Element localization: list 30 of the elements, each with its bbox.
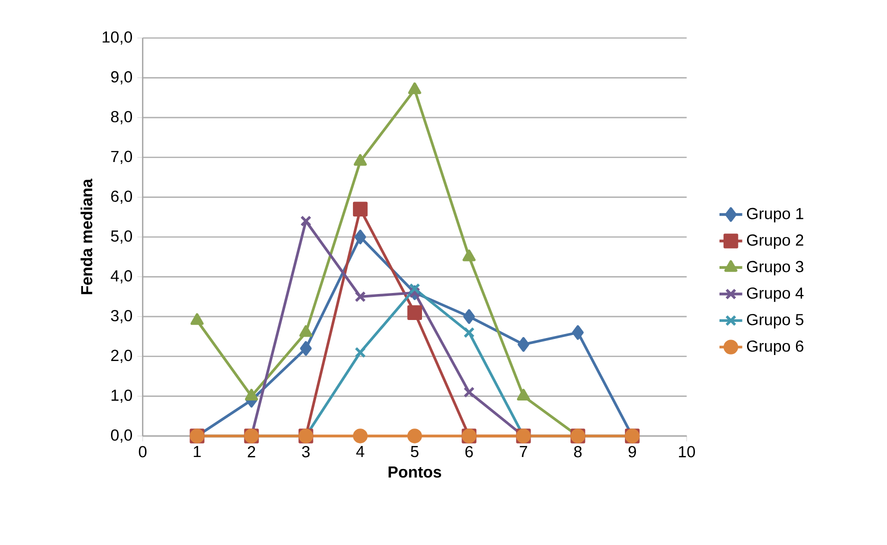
y-tick-label: 9,0 [111,71,132,84]
y-tick-label: 1,0 [112,390,132,403]
y-tick-label: 8,0 [111,110,132,124]
legend-label: Grupo 2 [747,234,804,249]
x-tick-label: 3 [302,446,310,458]
y-tick-label: 10,0 [102,31,132,45]
x-tick-label: 1 [194,446,201,458]
legend-label: Grupo 5 [747,314,804,328]
x-tick-label: 8 [574,446,582,458]
y-tick-label: 4,0 [110,270,132,284]
x-tick-label: 2 [248,446,256,458]
y-tick-label: 2,0 [111,350,132,363]
y-tick-label: 5,0 [111,230,132,244]
x-tick-label: 4 [356,446,364,458]
x-axis-title: Pontos [388,466,442,478]
x-tick-label: 6 [465,446,473,458]
y-tick-label: 3,0 [111,310,132,324]
legend-label: Grupo 1 [747,208,804,222]
x-tick-label: 0 [138,446,147,458]
x-tick-label: 5 [410,446,418,458]
x-tick-label: 9 [628,446,636,458]
y-tick-label: 0,0 [111,429,132,443]
y-axis-title: Fenda mediana [80,178,92,294]
y-tick-label: 6,0 [111,190,132,204]
x-tick-label: 10 [678,446,695,458]
y-tick-label: 7,0 [111,150,132,164]
legend-label: Grupo 4 [747,287,804,302]
legend-label: Grupo 6 [747,340,804,355]
legend-label: Grupo 3 [747,260,804,276]
x-tick-label: 7 [520,446,528,458]
